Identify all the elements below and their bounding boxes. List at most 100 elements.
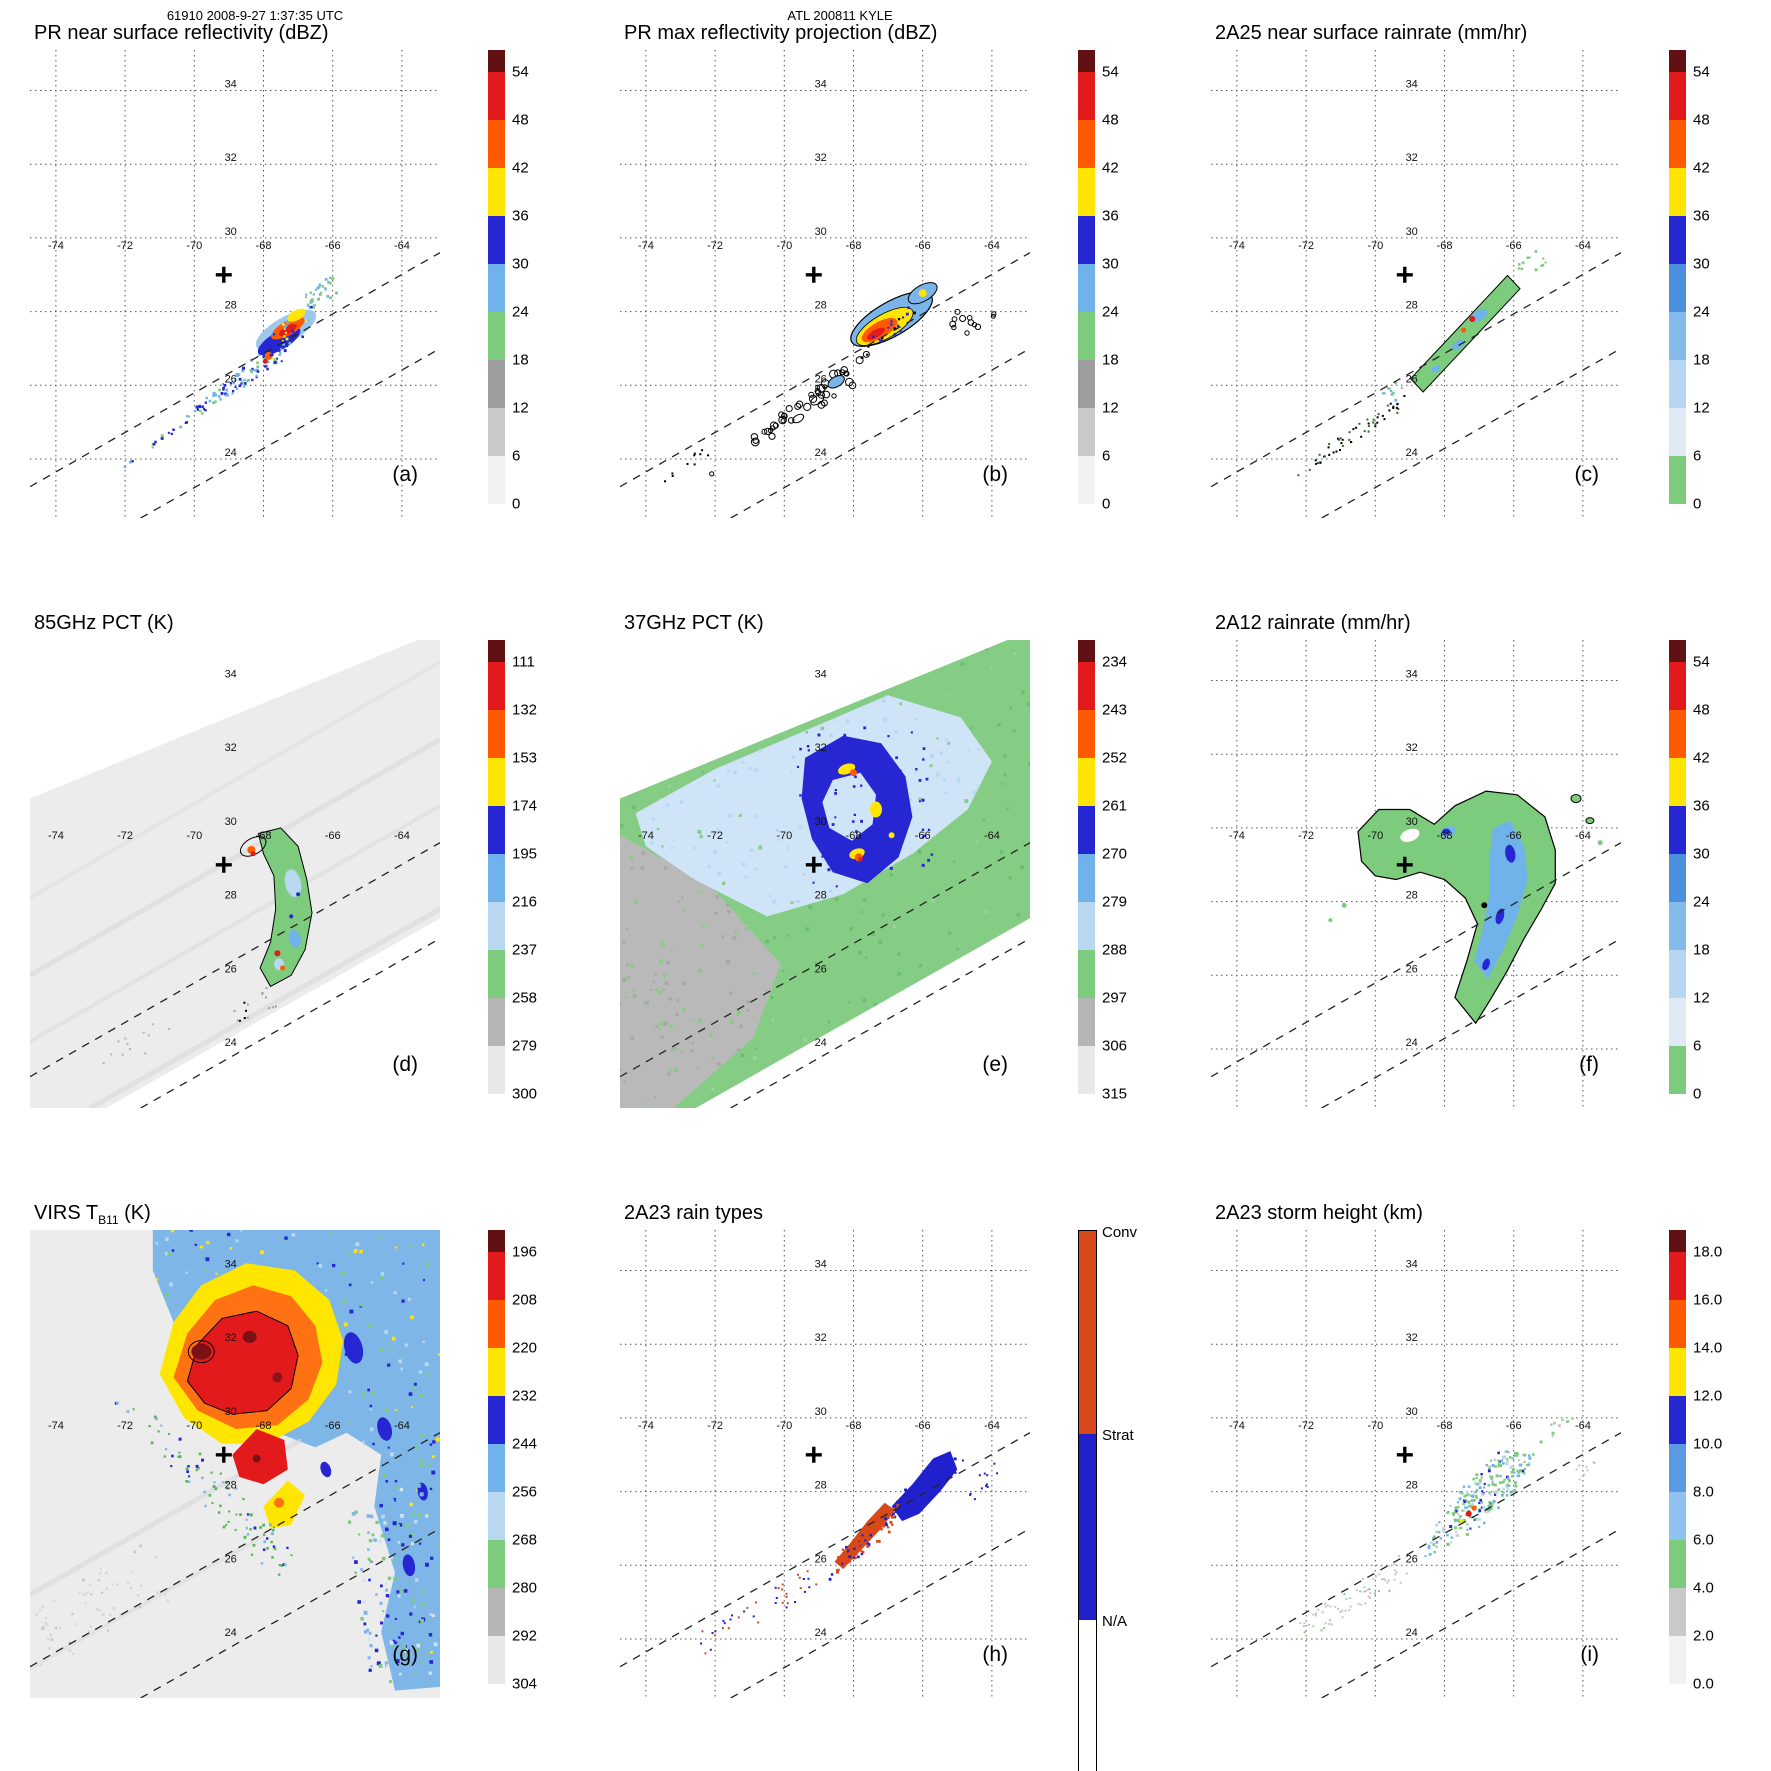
- colorbar-tick-label: 36: [1693, 797, 1710, 815]
- colorbar-tick-label: 4.0: [1693, 1579, 1714, 1597]
- colorbar-segment: [1078, 710, 1095, 758]
- colorbar-segment: [488, 168, 505, 216]
- colorbar-segment: [1078, 120, 1095, 168]
- map-plot-e: -74 -72 -70 -68 -66 -64 34 32 30 28 26 24 (e): [620, 640, 1030, 1108]
- svg-text:-66: -66: [915, 240, 931, 252]
- colorbar-segment: [1669, 456, 1686, 504]
- svg-text:-74: -74: [1229, 1420, 1245, 1432]
- tick-labels: -74 -72 -70 -68 -66 -64 34 32 30 28 26 24: [1229, 669, 1591, 1050]
- colorbar-tick-label: 279: [512, 1037, 538, 1055]
- gridlines: [1211, 50, 1621, 518]
- svg-text:26: 26: [1406, 963, 1418, 975]
- panel-g: VIRS TB11 (K) -74 -72 -70 -68 -66 -64 34 32 30 28 2…: [2, 1198, 592, 1771]
- colorbar-tick-label: 292: [512, 1627, 538, 1645]
- gridlines: [1211, 1230, 1621, 1698]
- colorbar-tick-label: 54: [512, 63, 529, 81]
- svg-text:28: 28: [815, 890, 827, 902]
- colorbar-cap: [1669, 1230, 1686, 1252]
- svg-text:34: 34: [225, 669, 237, 681]
- svg-text:32: 32: [1406, 1332, 1418, 1344]
- svg-text:-70: -70: [186, 830, 202, 842]
- colorbar-segment: [1078, 312, 1095, 360]
- svg-text:26: 26: [225, 1553, 237, 1565]
- map-plot-i: -74 -72 -70 -68 -66 -64 34 32 30 28 26 24 (i): [1211, 1230, 1621, 1698]
- svg-text:30: 30: [1406, 1406, 1418, 1418]
- svg-text:24: 24: [815, 447, 827, 459]
- colorbar-tick-label: 48: [1693, 701, 1710, 719]
- colorbar-segment: [1669, 216, 1686, 264]
- colorbar-segment: [488, 1348, 505, 1396]
- svg-text:24: 24: [815, 1037, 827, 1049]
- svg-text:28: 28: [1406, 300, 1418, 312]
- colorbar-tick-label: 268: [512, 1531, 538, 1549]
- colorbar-tick-label: 243: [1102, 701, 1128, 719]
- colorbar-tick-label: 6.0: [1693, 1531, 1714, 1549]
- colorbar-segment: [488, 662, 505, 710]
- panel-title-f: 2A12 rainrate (mm/hr): [1215, 612, 1411, 634]
- svg-text:32: 32: [225, 152, 237, 164]
- svg-text:-72: -72: [1298, 1420, 1314, 1432]
- svg-text:-66: -66: [915, 830, 931, 842]
- svg-text:30: 30: [815, 1406, 827, 1418]
- svg-text:32: 32: [225, 742, 237, 754]
- svg-text:-70: -70: [1367, 1420, 1383, 1432]
- colorbar-cap: [1078, 50, 1095, 72]
- svg-text:32: 32: [815, 742, 827, 754]
- colorbar-segment: [1078, 72, 1095, 120]
- colorbar-segment: [1669, 312, 1686, 360]
- colorbar-tick-label: 258: [512, 989, 538, 1007]
- svg-text:32: 32: [815, 1332, 827, 1344]
- colorbar-segment: [1078, 998, 1095, 1046]
- panel-title-g: VIRS TB11 (K): [34, 1202, 151, 1227]
- data-layer: [1297, 250, 1547, 477]
- colorbar-segment: [488, 408, 505, 456]
- svg-text:30: 30: [1406, 816, 1418, 828]
- panel-letter-a: (a): [392, 463, 418, 486]
- colorbar-tick-label: 10.0: [1693, 1435, 1723, 1453]
- svg-text:26: 26: [225, 963, 237, 975]
- colorbar-tick-label: 0: [1102, 495, 1111, 513]
- colorbar-tick-label: 18: [512, 351, 529, 369]
- colorbar-segment: [1669, 998, 1686, 1046]
- swath-edge-lines: [30, 252, 440, 518]
- colorbar-segment: [1669, 408, 1686, 456]
- svg-text:-72: -72: [707, 830, 723, 842]
- svg-text:26: 26: [815, 1553, 827, 1565]
- colorbar-h: [1078, 1230, 1097, 1771]
- colorbar-segment: [488, 120, 505, 168]
- colorbar-segment: [1669, 902, 1686, 950]
- svg-text:-70: -70: [776, 1420, 792, 1432]
- colorbar-tick-label: 220: [512, 1339, 538, 1357]
- colorbar-cap: [1669, 640, 1686, 662]
- panel-title-i: 2A23 storm height (km): [1215, 1202, 1423, 1224]
- svg-text:-72: -72: [707, 240, 723, 252]
- colorbar-a: [488, 50, 505, 504]
- swath-edge-lines: [620, 252, 1030, 518]
- colorbar-segment: [1669, 806, 1686, 854]
- tick-labels: -74 -72 -70 -68 -66 -64 34 32 30 28 26 24: [48, 1259, 410, 1640]
- panel-title-b: PR max reflectivity projection (dBZ): [624, 22, 938, 44]
- colorbar-segment: [1669, 360, 1686, 408]
- tick-labels: -74 -72 -70 -68 -66 -64 34 32 30 28 26 24: [48, 669, 410, 1050]
- colorbar-segment: [1078, 456, 1095, 504]
- data-layer: [1328, 790, 1603, 1025]
- svg-text:-72: -72: [1298, 240, 1314, 252]
- colorbar-segment: [1079, 1231, 1096, 1434]
- svg-text:32: 32: [225, 1332, 237, 1344]
- svg-text:24: 24: [225, 447, 237, 459]
- svg-text:34: 34: [815, 669, 827, 681]
- data-layer: [30, 640, 440, 1108]
- colorbar-segment: [488, 264, 505, 312]
- map-plot-b: -74 -72 -70 -68 -66 -64 34 32 30 28 26 24 (b): [620, 50, 1030, 518]
- colorbar-tick-label: 153: [512, 749, 538, 767]
- svg-text:-72: -72: [117, 830, 133, 842]
- svg-text:-68: -68: [256, 1420, 272, 1432]
- swath-edge-lines: [1211, 1432, 1621, 1698]
- svg-text:26: 26: [1406, 373, 1418, 385]
- colorbar-segment: [1669, 264, 1686, 312]
- tick-labels: -74 -72 -70 -68 -66 -64 34 32 30 28 26 24: [1229, 79, 1591, 460]
- colorbar-tick-label: 2.0: [1693, 1627, 1714, 1645]
- gridlines: [620, 1230, 1030, 1698]
- svg-text:28: 28: [815, 300, 827, 312]
- colorbar-tick-label: 18.0: [1693, 1243, 1723, 1261]
